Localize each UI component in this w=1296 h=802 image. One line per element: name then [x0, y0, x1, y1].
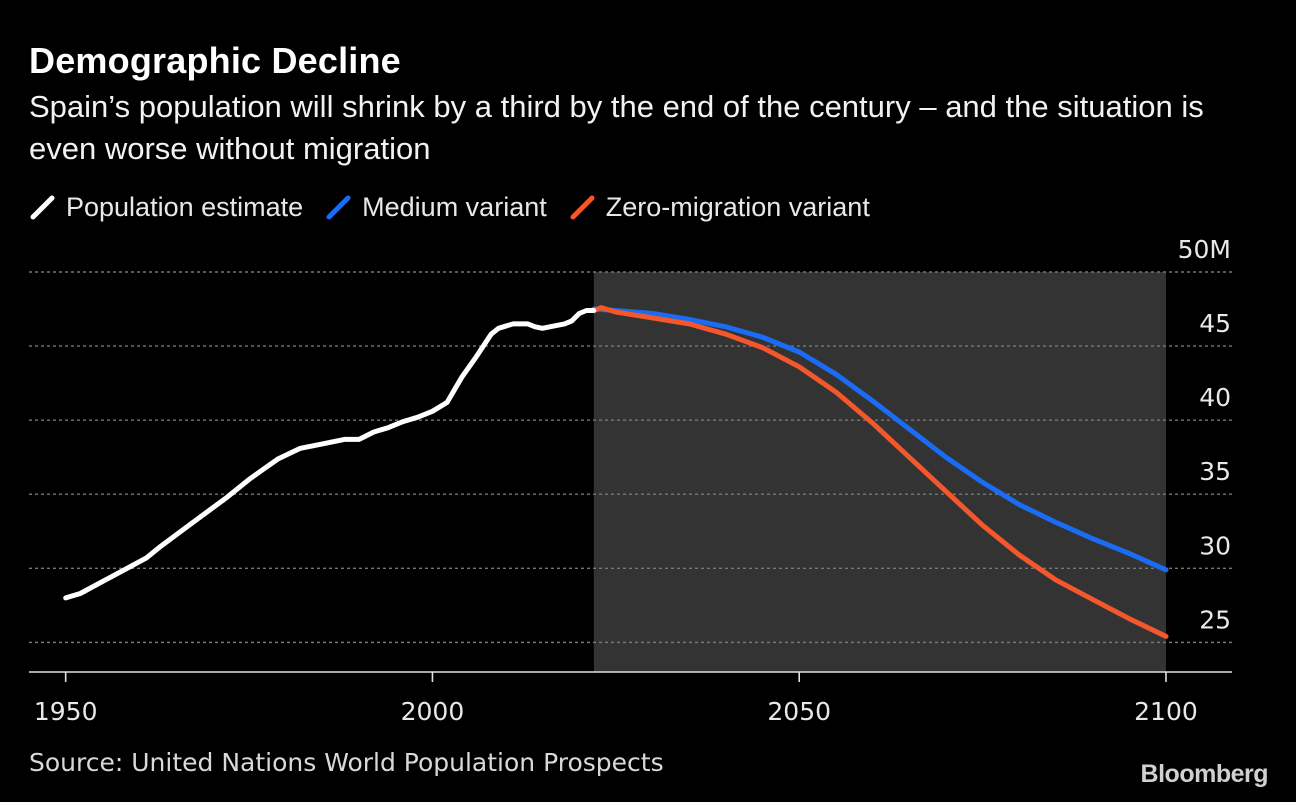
legend-label-medium: Medium variant — [362, 192, 547, 222]
legend-swatch-zero-migration — [570, 195, 595, 220]
x-tick-label-2100: 2100 — [1134, 697, 1198, 726]
legend-swatch-estimate — [30, 195, 55, 220]
y-tick-label-30: 30 — [1199, 531, 1231, 560]
legend-swatch-medium — [326, 195, 351, 220]
legend-item-estimate: Population estimate — [29, 192, 303, 223]
legend-label-estimate: Population estimate — [66, 192, 304, 222]
y-tick-label-45: 45 — [1199, 309, 1231, 338]
brand-logo: Bloomberg — [1140, 760, 1269, 788]
y-tick-label-40: 40 — [1199, 383, 1231, 412]
projection-band — [593, 272, 1166, 672]
x-tick-label-2000: 2000 — [401, 697, 465, 726]
chart-title: Demographic Decline — [29, 40, 401, 81]
series-line-zero-migration — [591, 305, 1169, 639]
legend-item-medium: Medium variant — [325, 192, 547, 223]
legend: Population estimate Medium variant Zero-… — [29, 192, 892, 223]
chart-subtitle: Spain’s population will shrink by a thir… — [29, 89, 1204, 166]
series-line-estimate — [63, 308, 597, 601]
legend-label-zero-migration: Zero-migration variant — [605, 192, 870, 222]
x-tick-label-2050: 2050 — [767, 697, 831, 726]
y-tick-label-35: 35 — [1199, 457, 1231, 486]
y-tick-label-25: 25 — [1199, 605, 1231, 634]
x-tick-label-1950: 1950 — [34, 697, 98, 726]
y-tick-label-50: 50M — [1178, 235, 1231, 264]
series-line-medium — [591, 306, 1169, 573]
legend-item-zero-migration: Zero-migration variant — [569, 192, 870, 223]
source-note: Source: United Nations World Population … — [29, 748, 664, 777]
